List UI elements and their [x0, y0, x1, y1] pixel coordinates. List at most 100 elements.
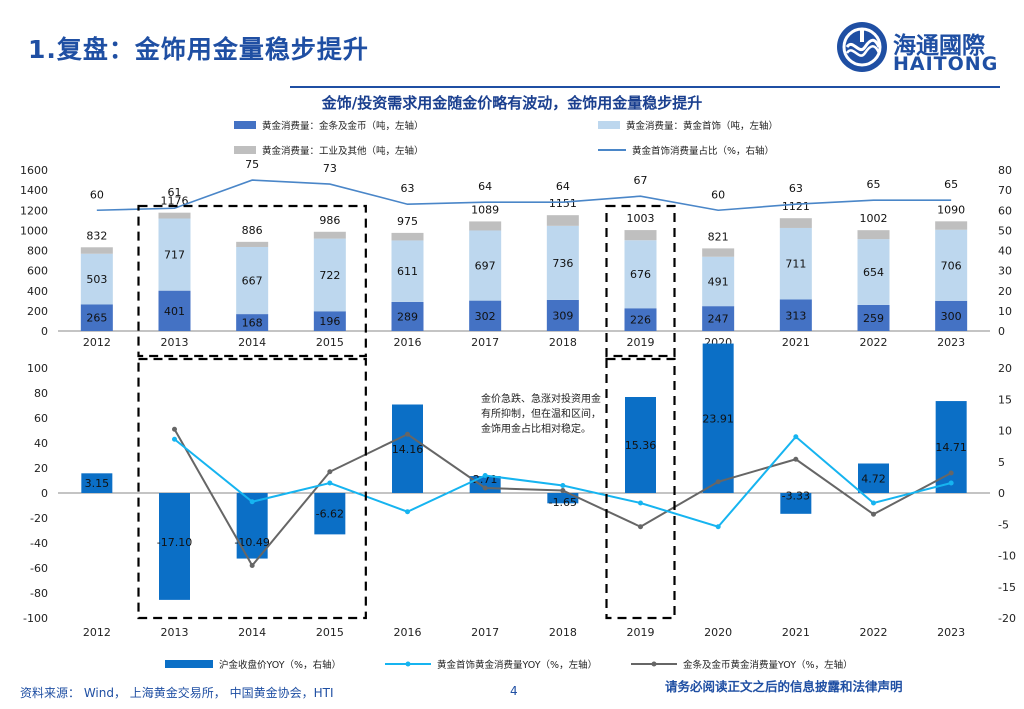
- total-data-label: 975: [397, 215, 418, 228]
- bar-coin-yoy-point: [172, 426, 177, 432]
- bottom-y2-tick-label: -10: [998, 550, 1016, 563]
- jewelry-bar: [469, 230, 502, 301]
- jewelry-data-label: 722: [319, 269, 340, 282]
- legend-jewelry-yoy: 黄金首饰黄金消费量YOY（%，左轴）: [385, 657, 597, 671]
- price-yoy-data-label: -10.49: [234, 536, 269, 549]
- bottom-x-tick-label: 2022: [860, 626, 888, 639]
- bottom-y2-tick-label: -5: [998, 518, 1009, 531]
- bar-coin-data-label: 302: [475, 310, 496, 323]
- top-y2-tick-label: 70: [998, 184, 1012, 197]
- top-y-tick-label: 1600: [20, 164, 48, 177]
- bar-coin-bar: [80, 304, 113, 331]
- bar-coin-bar: [546, 299, 579, 331]
- jewelry-yoy-point: [638, 500, 643, 506]
- jewelry-yoy-point: [482, 473, 488, 478]
- bottom-x-tick-label: 2012: [83, 626, 111, 639]
- jewelry-yoy-point: [793, 434, 799, 440]
- total-data-label: 1151: [549, 197, 577, 210]
- legend-label-jewelry: 黄金消费量：黄金首饰（吨，左轴）: [626, 121, 779, 132]
- legend-bar-coin-yoy: 金条及金币黄金消费量YOY（%，左轴）: [631, 657, 853, 671]
- bottom-y-tick-label: 100: [27, 362, 48, 375]
- page-number: 4: [510, 684, 518, 698]
- total-data-label: 886: [242, 224, 263, 237]
- bottom-y2-tick-label: -15: [998, 581, 1016, 594]
- top-y2-tick-label: 40: [998, 245, 1012, 258]
- jewelry-data-label: 717: [164, 249, 185, 262]
- bottom-y-tick-label: 40: [34, 437, 48, 450]
- price-yoy-data-label: 4.72: [861, 472, 886, 485]
- bottom-y-tick-label: -80: [30, 587, 48, 600]
- industrial-bar: [313, 231, 346, 239]
- jewelry-data-label: 491: [708, 275, 729, 288]
- jewelry-data-label: 654: [863, 266, 884, 279]
- jewelry-yoy-point: [871, 500, 876, 506]
- ratio-data-label: 67: [634, 174, 648, 187]
- price-yoy-bar: [780, 493, 812, 514]
- industrial-bar: [857, 230, 890, 240]
- jewelry-bar: [935, 229, 968, 301]
- jewelry-data-label: 711: [785, 258, 806, 271]
- jewelry-bar: [236, 246, 269, 315]
- legend-swatch-bar-coin: [234, 121, 256, 129]
- top-y-tick-label: 0: [41, 325, 48, 338]
- bottom-y-tick-label: 80: [34, 387, 48, 400]
- jewelry-data-label: 697: [475, 260, 496, 273]
- top-x-tick-label: 2018: [549, 336, 577, 349]
- jewelry-data-label: 706: [941, 259, 962, 272]
- ratio-data-label: 60: [90, 188, 104, 201]
- jewelry-yoy-line: [173, 435, 952, 528]
- bar-coin-yoy-point: [871, 511, 876, 517]
- logo-chinese-name: 海通國際: [893, 33, 985, 59]
- haitong-logo-mark-icon: [837, 22, 887, 72]
- price-yoy-data-label: -17.10: [157, 536, 192, 549]
- jewelry-bar: [624, 240, 657, 309]
- top-y-tick-label: 200: [27, 305, 48, 318]
- bottom-x-tick-label: 2015: [316, 626, 344, 639]
- bottom-y-tick-label: -100: [23, 612, 48, 625]
- price-yoy-data-label: 14.16: [392, 443, 424, 456]
- bar-coin-bar: [624, 308, 657, 331]
- bar-coin-yoy-point: [715, 479, 721, 485]
- jewelry-data-label: 676: [630, 268, 651, 281]
- legend-line-jewelry-yoy: [385, 661, 431, 667]
- top-y2-tick-label: 10: [998, 305, 1012, 318]
- industrial-bar: [779, 218, 812, 228]
- bottom-y2-tick-label: 15: [998, 393, 1012, 406]
- bar-coin-data-label: 168: [242, 317, 263, 330]
- top-y-tick-label: 600: [27, 265, 48, 278]
- bar-coin-yoy-point: [482, 485, 488, 491]
- total-data-label: 1090: [937, 203, 965, 216]
- top-x-tick-label: 2017: [471, 336, 499, 349]
- bottom-y2-tick-label: 5: [998, 456, 1005, 469]
- bar-coin-data-label: 300: [941, 310, 962, 323]
- bottom-x-tick-label: 2020: [704, 626, 732, 639]
- bar-coin-data-label: 196: [319, 315, 340, 328]
- legend-price-yoy: 沪金收盘价YOY（%，右轴）: [165, 657, 341, 671]
- total-data-label: 1002: [860, 212, 888, 225]
- ratio-data-label: 64: [556, 180, 570, 193]
- price-yoy-data-label: -6.62: [316, 508, 344, 521]
- top-x-tick-label: 2021: [782, 336, 810, 349]
- legend-line-bar-coin-yoy: [631, 661, 677, 667]
- jewelry-bar: [546, 225, 579, 300]
- total-data-label: 1089: [471, 203, 499, 216]
- bar-coin-data-label: 309: [552, 309, 573, 322]
- top-y2-tick-label: 60: [998, 204, 1012, 217]
- top-y-tick-label: 1400: [20, 184, 48, 197]
- price-yoy-bar: [81, 473, 113, 493]
- legend-swatch-price-yoy: [165, 660, 213, 668]
- bar-coin-bar: [469, 300, 502, 331]
- top-x-tick-label: 2012: [83, 336, 111, 349]
- bottom-y-tick-label: 0: [41, 487, 48, 500]
- ratio-data-label: 63: [401, 182, 415, 195]
- legend-label-ratio: 黄金首饰消费量占比（%，右轴）: [632, 146, 775, 157]
- bar-coin-yoy-point: [249, 563, 255, 568]
- bottom-x-tick-label: 2018: [549, 626, 577, 639]
- bar-coin-data-label: 401: [164, 305, 185, 318]
- industrial-bar: [391, 232, 424, 241]
- price-yoy-data-label: 23.91: [702, 412, 734, 425]
- bar-coin-bar: [779, 299, 812, 331]
- price-yoy-data-label: -3.33: [782, 489, 810, 502]
- bottom-y-tick-label: -60: [30, 562, 48, 575]
- top-x-tick-label: 2022: [860, 336, 888, 349]
